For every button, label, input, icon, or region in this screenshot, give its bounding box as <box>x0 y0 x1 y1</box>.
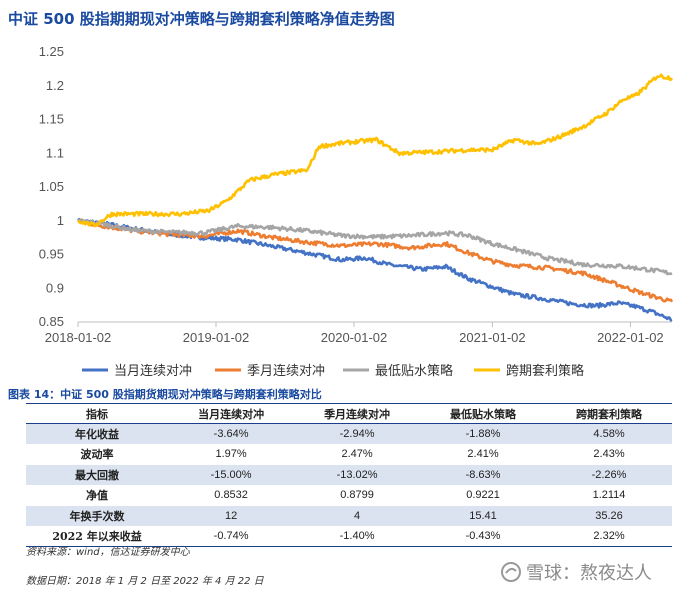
row-label: 年化收益 <box>26 423 169 445</box>
series-line <box>77 218 674 303</box>
table-cell: 1.97% <box>168 444 295 465</box>
series-line <box>77 218 673 276</box>
table-row: 最大回撤 -15.00% -13.02% -8.63% -2.26% <box>26 464 672 486</box>
x-axis: 2018-01-02 2019-01-02 2020-01-02 2021-01-02… <box>45 321 672 345</box>
date-note: 数据日期：2018 年 1 月 2 日至 2022 年 4 月 22 日 <box>26 576 264 587</box>
table-cell: 2.41% <box>420 444 547 465</box>
table-cell: 2.32% <box>546 526 672 547</box>
y-tick-label: 0.85 <box>39 314 64 329</box>
table-cell: -0.74% <box>168 526 295 547</box>
legend: 当月连续对冲 季月连续对冲 最低贴水策略 跨期套利策略 <box>82 363 584 379</box>
table-cell: 0.8799 <box>294 485 421 506</box>
row-label: 最大回撤 <box>26 464 169 486</box>
table-cell: -1.88% <box>420 423 547 445</box>
table-cell: 12 <box>168 505 295 527</box>
y-tick-label: 1.05 <box>39 179 64 194</box>
table-cell: 15.41 <box>420 505 547 527</box>
y-axis: 0.85 0.9 0.95 1 1.05 1.1 1.15 1.2 1.25 <box>39 44 64 329</box>
table-cell: -13.02% <box>294 464 421 486</box>
table-cell: 0.8532 <box>168 485 295 506</box>
row-label: 波动率 <box>26 444 169 465</box>
table-cell: 1.2114 <box>546 485 672 506</box>
table-cell: 35.26 <box>546 505 672 527</box>
table-cell: -0.43% <box>420 526 547 547</box>
row-label: 年换手次数 <box>26 505 169 527</box>
table-row: 2022 年以来收益 -0.74% -1.40% -0.43% 2.32% <box>26 526 672 547</box>
header-cell: 当月连续对冲 <box>168 403 295 424</box>
table-cell: 2.47% <box>294 444 421 465</box>
y-tick-label: 0.95 <box>39 247 64 262</box>
comparison-table: 指标 当月连续对冲 季月连续对冲 最低贴水策略 跨期套利策略 年化收益 -3.6… <box>26 403 672 547</box>
nav-line-chart: 0.85 0.9 0.95 1 1.05 1.1 1.15 1.2 1.25 2018-01-0… <box>39 44 674 379</box>
table-cell: -2.26% <box>546 464 672 486</box>
row-label: 净值 <box>26 485 169 506</box>
x-tick-label: 2022-01-02 <box>597 330 664 345</box>
header-cell: 跨期套利策略 <box>546 403 672 424</box>
table-row: 年换手次数 12 4 15.41 35.26 <box>26 505 672 527</box>
snowball-logo-icon <box>501 562 521 582</box>
row-label: 2022 年以来收益 <box>26 526 169 547</box>
series-layer <box>76 73 674 322</box>
table-row: 波动率 1.97% 2.47% 2.41% 2.43% <box>26 444 672 465</box>
y-tick-label: 0.9 <box>46 280 64 295</box>
table-cell: 4.58% <box>546 423 672 445</box>
series-line <box>77 73 674 228</box>
header-cell: 指标 <box>26 403 169 424</box>
table-header-row: 指标 当月连续对冲 季月连续对冲 最低贴水策略 跨期套利策略 <box>26 403 672 424</box>
legend-label: 季月连续对冲 <box>247 363 325 379</box>
table-row: 净值 0.8532 0.8799 0.9221 1.2114 <box>26 485 672 506</box>
x-tick-label: 2019-01-02 <box>183 330 250 345</box>
source-note: 资料来源：wind，信达证券研发中心 <box>26 547 190 558</box>
watermark-text: 雪球：熬夜达人 <box>526 563 652 584</box>
y-tick-label: 1.25 <box>39 44 64 59</box>
y-tick-label: 1.15 <box>39 112 64 127</box>
table-cell: -15.00% <box>168 464 295 486</box>
header-cell: 季月连续对冲 <box>294 403 421 424</box>
table-cell: -1.40% <box>294 526 421 547</box>
y-tick-label: 1.2 <box>46 78 64 93</box>
chart-title: 中证 500 股指期期现对冲策略与跨期套利策略净值走势图 <box>8 10 395 28</box>
table-cell: -8.63% <box>420 464 547 486</box>
table-title: 图表 14：中证 500 股指期货期现对冲策略与跨期套利策略对比 <box>8 388 322 401</box>
x-tick-label: 2020-01-02 <box>321 330 388 345</box>
header-cell: 最低贴水策略 <box>420 403 547 424</box>
legend-label: 最低贴水策略 <box>375 363 453 379</box>
table-cell: -2.94% <box>294 423 421 445</box>
x-tick-label: 2018-01-02 <box>45 330 112 345</box>
x-tick-label: 2021-01-02 <box>459 330 526 345</box>
y-tick-label: 1.1 <box>46 145 64 160</box>
table-cell: 2.43% <box>546 444 672 465</box>
table-cell: 4 <box>294 505 421 527</box>
table-cell: -3.64% <box>168 423 295 445</box>
table-cell: 0.9221 <box>420 485 547 506</box>
legend-label: 当月连续对冲 <box>114 363 192 379</box>
table-row: 年化收益 -3.64% -2.94% -1.88% 4.58% <box>26 423 672 445</box>
watermark: 雪球：熬夜达人 <box>500 559 652 585</box>
y-tick-label: 1 <box>57 213 64 228</box>
legend-label: 跨期套利策略 <box>506 363 584 379</box>
